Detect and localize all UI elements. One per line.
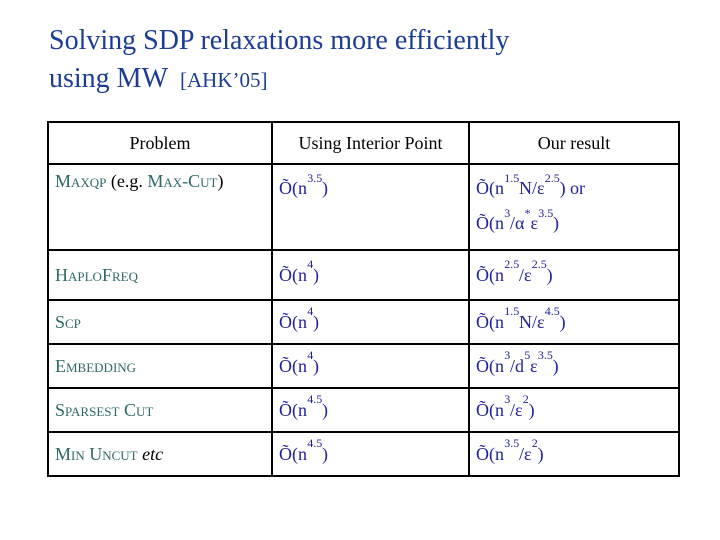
our-result-cell: Õ(n2.5/ε2.5) xyxy=(468,249,680,301)
our-result-cell: Õ(n3/ε2) xyxy=(468,387,680,433)
problem-cell: Embedding xyxy=(47,343,273,389)
slide-title: Solving SDP relaxations more efficiently… xyxy=(49,22,509,99)
col-header-our-result: Our result xyxy=(468,121,680,165)
problem-name: Min Uncut xyxy=(55,443,138,464)
formula-line: Õ(n1.5N/ε4.5) xyxy=(476,304,566,332)
problem-cell: Scp xyxy=(47,299,273,345)
problem-name: Embedding xyxy=(55,355,137,376)
problem-text: etc xyxy=(137,443,164,464)
problem-cell: Min Uncut etc xyxy=(47,431,273,477)
interior-point-cell: Õ(n4.5) xyxy=(271,387,470,433)
problem-name: HaploFreq xyxy=(55,264,138,285)
interior-point-cell: Õ(n3.5) xyxy=(271,163,470,251)
problem-name: Maxqp xyxy=(55,171,107,191)
formula-line: Õ(n3/α*ε3.5) xyxy=(476,205,559,233)
table-row: Maxqp (e.g. Max-Cut) Õ(n3.5) Õ(n1.5N/ε2.5)… xyxy=(47,163,680,251)
formula-line: Õ(n3/d5ε3.5) xyxy=(476,348,559,376)
table-row: Min Uncut etc Õ(n4.5) Õ(n3.5/ε2) xyxy=(47,431,680,477)
title-line1: Solving SDP relaxations more efficiently xyxy=(49,25,510,56)
problem-text: (e.g. xyxy=(106,171,148,191)
problem-text: ) xyxy=(217,171,224,191)
interior-point-cell: Õ(n4.5) xyxy=(271,431,470,477)
table-row: Scp Õ(n4) Õ(n1.5N/ε4.5) xyxy=(47,299,680,345)
table-row: Embedding Õ(n4) Õ(n3/d5ε3.5) xyxy=(47,343,680,389)
formula-line: Õ(n3/ε2) xyxy=(476,392,535,420)
our-result-cell: Õ(n3/d5ε3.5) xyxy=(468,343,680,389)
formula-line: Õ(n4) xyxy=(279,348,319,376)
table-row: HaploFreq Õ(n4) Õ(n2.5/ε2.5) xyxy=(47,249,680,301)
formula-line: Õ(n3.5/ε2) xyxy=(476,436,544,464)
formula-line: Õ(n4.5) xyxy=(279,392,328,420)
problem-cell: Maxqp (e.g. Max-Cut) xyxy=(47,163,273,251)
our-result-cell: Õ(n3.5/ε2) xyxy=(468,431,680,477)
formula-line: Õ(n3.5) xyxy=(279,170,328,198)
formula-line: Õ(n4) xyxy=(279,257,319,285)
interior-point-cell: Õ(n4) xyxy=(271,343,470,389)
col-header-interior-point: Using Interior Point xyxy=(271,121,470,165)
formula-line: Õ(n4) xyxy=(279,304,319,332)
interior-point-cell: Õ(n4) xyxy=(271,299,470,345)
results-table: Problem Using Interior Point Our result … xyxy=(47,121,680,477)
results-table-body: Maxqp (e.g. Max-Cut) Õ(n3.5) Õ(n1.5N/ε2.5)… xyxy=(47,163,680,477)
table-row: Sparsest Cut Õ(n4.5) Õ(n3/ε2) xyxy=(47,387,680,433)
our-result-cell: Õ(n1.5N/ε4.5) xyxy=(468,299,680,345)
problem-cell: HaploFreq xyxy=(47,249,273,301)
header-row: Problem Using Interior Point Our result xyxy=(47,121,680,165)
our-result-cell: Õ(n1.5N/ε2.5) or Õ(n3/α*ε3.5) xyxy=(468,163,680,251)
formula-line: Õ(n4.5) xyxy=(279,436,328,464)
title-line2-wrap: using MW [AHK’05] xyxy=(49,60,509,99)
title-reference: [AHK’05] xyxy=(180,68,268,92)
col-header-problem: Problem xyxy=(47,121,273,165)
interior-point-cell: Õ(n4) xyxy=(271,249,470,301)
problem-name: Sparsest Cut xyxy=(55,399,154,420)
problem-name: Scp xyxy=(55,311,81,332)
title-line2: using MW xyxy=(49,63,168,94)
problem-name: Max-Cut xyxy=(147,171,218,191)
formula-line: Õ(n1.5N/ε2.5) or xyxy=(476,170,586,198)
problem-cell: Sparsest Cut xyxy=(47,387,273,433)
formula-line: Õ(n2.5/ε2.5) xyxy=(476,257,553,285)
